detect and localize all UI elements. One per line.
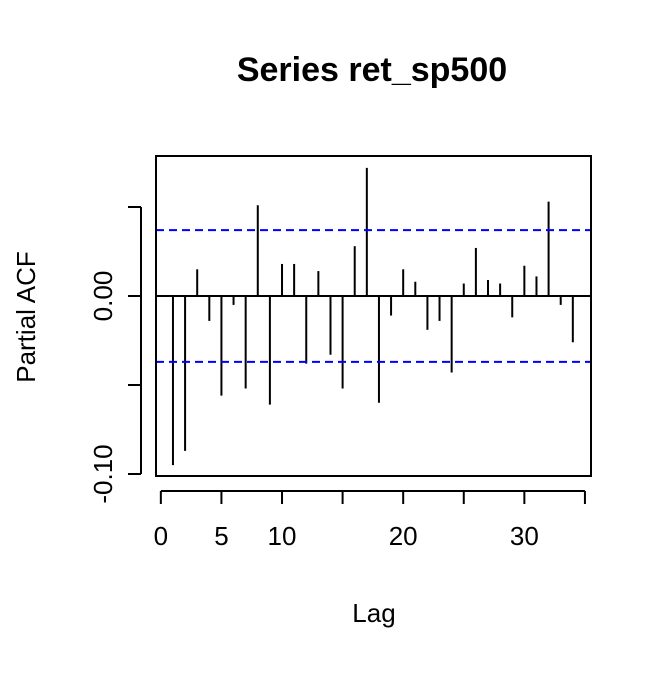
x-tick-label-20: 20 <box>389 521 418 551</box>
y-axis-label: Partial ACF <box>11 251 41 383</box>
plot-frame <box>155 155 592 477</box>
axes: 0 5 10 20 30 -0.10 0.00 <box>88 155 592 551</box>
y-tick-label-0.00: 0.00 <box>88 271 118 322</box>
y-tick-label--0.10: -0.10 <box>88 444 118 503</box>
x-axis-label: Lag <box>352 598 395 628</box>
chart-title: Series ret_sp500 <box>237 51 507 89</box>
x-tick-label-0: 0 <box>154 521 168 551</box>
x-tick-label-30: 30 <box>510 521 539 551</box>
confidence-bounds <box>156 229 591 363</box>
x-tick-label-10: 10 <box>268 521 297 551</box>
pacf-bars <box>171 167 574 466</box>
x-tick-label-5: 5 <box>214 521 228 551</box>
